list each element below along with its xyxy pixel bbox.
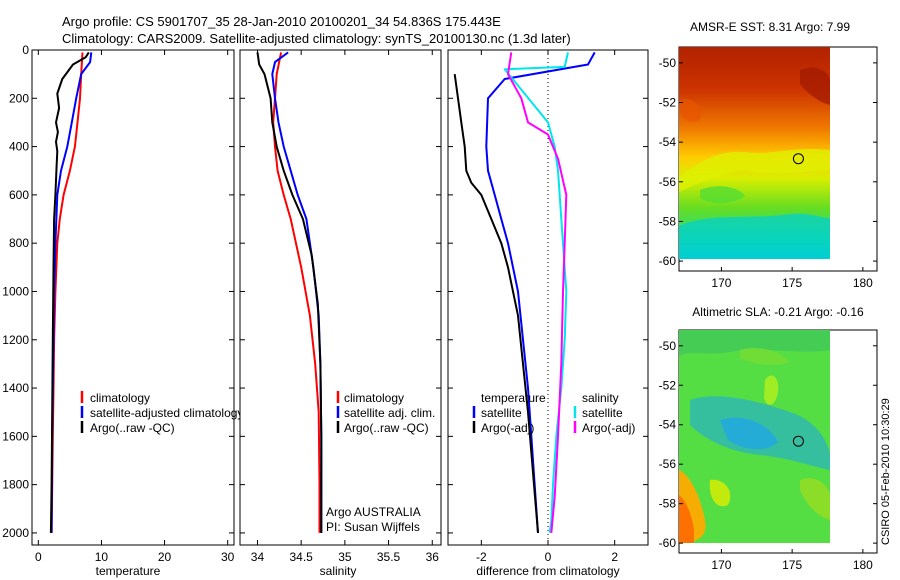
- depth-tick-label: 600: [9, 188, 29, 202]
- temperature-xlabel: temperature: [96, 564, 161, 578]
- difference-series-3: [507, 52, 568, 533]
- sla-argo-position-marker: [792, 435, 804, 447]
- credit-text: CSIRO 05-Feb-2010 10:30:29: [880, 398, 892, 545]
- depth-tick-label: 400: [9, 140, 29, 154]
- argo-australia-label: Argo AUSTRALIA: [326, 505, 421, 519]
- difference-legend-salinity-header: salinity: [582, 391, 619, 405]
- depth-tick-label: 1200: [2, 333, 29, 347]
- temperature-xtick-label: 30: [221, 550, 235, 564]
- sla-map-panel: Altimetric SLA: -0.21 Argo: -0.16 170 175…: [659, 305, 878, 572]
- sla-map-ytick-label: -60: [659, 536, 677, 550]
- sst-map-xtick-label: 180: [853, 276, 873, 290]
- temperature-legend-satellite: satellite-adjusted climatology: [90, 406, 243, 420]
- temperature-legend-climatology: climatology: [90, 391, 150, 405]
- salinity-legend-climatology: climatology: [344, 391, 404, 405]
- difference-xlabel: difference from climatology: [476, 564, 619, 578]
- salinity-panel: 34 34.5 35 35.5 36 salinity climatology sate…: [239, 49, 442, 578]
- depth-tick-label: 1800: [2, 478, 29, 492]
- sst-map-panel: AMSR-E SST: 8.31 Argo: 7.99 170 175 180 -50…: [659, 20, 878, 290]
- salinity-legend-argo: Argo(..raw -QC): [344, 421, 429, 435]
- salinity-xlabel: salinity: [320, 564, 357, 578]
- salinity-axes-box: [239, 49, 442, 546]
- difference-series-0: [485, 51, 596, 533]
- salinity-lines: [256, 51, 323, 533]
- temperature-panel: 0 10 20 30 0 200 400 600 800 1000 1200 1400 1600 1800…: [2, 43, 243, 578]
- sla-map-ytick-label: -52: [659, 378, 677, 392]
- pi-name-label: PI: Susan Wijffels: [326, 520, 420, 534]
- temperature-xtick-label: 20: [158, 550, 172, 564]
- sla-map-ytick-label: -58: [659, 497, 677, 511]
- depth-tick-label: 2000: [2, 526, 29, 540]
- sst-map-ytick-label: -54: [659, 135, 677, 149]
- difference-xtick-label: 2: [611, 550, 618, 564]
- difference-series-1: [453, 73, 539, 533]
- difference-panel: -2 0 2 difference from climatology tempera…: [447, 49, 649, 578]
- temperature-legend: climatology satellite-adjusted climatolo…: [80, 391, 243, 435]
- sla-heatmap: [679, 330, 830, 543]
- depth-tick-label: 800: [9, 236, 29, 250]
- difference-xtick-label: -2: [476, 550, 487, 564]
- sst-map-ytick-label: -56: [659, 175, 677, 189]
- sst-map-ytick-label: -50: [659, 56, 677, 70]
- figure-title-line2: Climatology: CARS2009. Satellite-adjuste…: [62, 31, 571, 46]
- difference-legend-temp-satellite: satellite: [481, 406, 522, 420]
- depth-tick-label: 0: [22, 43, 29, 57]
- difference-legend-temperature-header: temperature: [481, 391, 546, 405]
- temperature-series-2: [49, 51, 90, 533]
- sla-map-ytick-label: -56: [659, 457, 677, 471]
- salinity-xtick-label: 35: [338, 550, 352, 564]
- salinity-xtick-label: 35.5: [377, 550, 401, 564]
- sla-map-title: Altimetric SLA: -0.21 Argo: -0.16: [692, 305, 864, 319]
- sla-map-xtick-label: 175: [782, 558, 802, 572]
- sst-map-ytick-label: -52: [659, 96, 677, 110]
- salinity-series-2: [256, 52, 323, 533]
- difference-legend-sal-satellite: satellite: [582, 406, 623, 420]
- difference-legend-temp-argo: Argo(-adj): [481, 421, 534, 435]
- salinity-xtick-label: 34: [251, 550, 265, 564]
- salinity-xtick-label: 34.5: [289, 550, 313, 564]
- depth-tick-label: 1600: [2, 429, 29, 443]
- salinity-xtick-label: 36: [426, 550, 440, 564]
- sla-map-ytick-label: -54: [659, 418, 677, 432]
- sla-map-xtick-label: 180: [853, 558, 873, 572]
- sst-heatmap: [679, 47, 830, 259]
- salinity-legend: climatology satellite adj. clim. Argo(..…: [336, 391, 435, 435]
- salinity-legend-satellite: satellite adj. clim.: [344, 406, 435, 420]
- sla-map-ytick-label: -50: [659, 339, 677, 353]
- temperature-axes-box: [31, 49, 235, 546]
- depth-tick-label: 1400: [2, 381, 29, 395]
- temperature-legend-argo: Argo(..raw -QC): [90, 421, 175, 435]
- sst-map-xtick-label: 170: [711, 276, 731, 290]
- difference-legend-sal-argo: Argo(-adj): [582, 421, 635, 435]
- depth-tick-label: 1000: [2, 284, 29, 298]
- sla-map-xtick-label: 170: [711, 558, 731, 572]
- sst-map-xtick-label: 175: [782, 276, 802, 290]
- sst-map-ytick-label: -60: [659, 254, 677, 268]
- difference-legend: temperature satellite Argo(-adj) salinit…: [472, 391, 635, 435]
- temperature-xtick-label: 10: [95, 550, 109, 564]
- temperature-xtick-label: 0: [35, 550, 42, 564]
- figure-title-line1: Argo profile: CS 5901707_35 28-Jan-2010 …: [62, 14, 501, 29]
- depth-tick-label: 200: [9, 91, 29, 105]
- difference-lines: [453, 51, 596, 534]
- sst-argo-position-marker: [792, 153, 804, 165]
- difference-series-2: [503, 52, 569, 534]
- temperature-lines: [49, 51, 93, 533]
- sst-map-ytick-label: -58: [659, 214, 677, 228]
- difference-xtick-label: 0: [545, 550, 552, 564]
- sst-map-title: AMSR-E SST: 8.31 Argo: 7.99: [690, 20, 850, 34]
